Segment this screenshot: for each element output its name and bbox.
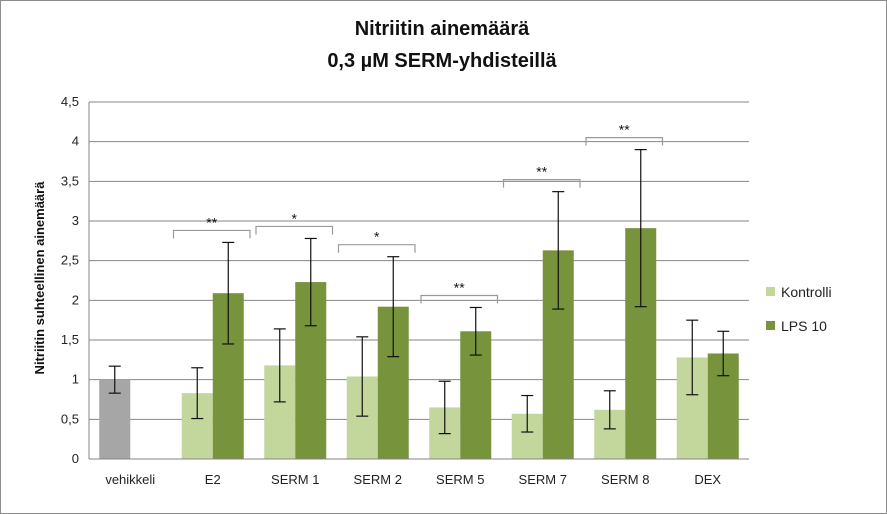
bracket-line-serm-7 xyxy=(502,179,581,188)
significance-brackets: ** ******** xyxy=(172,122,664,304)
error-bar-lps-10-serm-2 xyxy=(387,256,400,358)
x-tick-label-serm-5: SERM 5 xyxy=(436,472,484,487)
error-bar-kontrolli-e2 xyxy=(191,367,204,420)
error-bar-vehikkeli xyxy=(108,365,121,394)
error-bars xyxy=(108,149,730,435)
bracket-line-serm-2 xyxy=(337,244,416,253)
significance-label-serm-1: * xyxy=(292,210,298,226)
axes xyxy=(88,102,749,460)
bracket-line-serm-1 xyxy=(255,225,334,235)
legend-label-lps10: LPS 10 xyxy=(781,318,827,334)
x-tick-label-serm-7: SERM 7 xyxy=(519,472,567,487)
significance-label-serm-2: * xyxy=(374,229,380,245)
error-bar-kontrolli-serm-7 xyxy=(521,394,534,433)
tick-labels: 0 0,5 1 1,5 2 2,5 3 3,5 4 4,5 vehikkeli E2 SERM 1 SER… xyxy=(61,94,722,487)
legend-label-kontrolli: Kontrolli xyxy=(781,284,832,300)
y-tick-label: 3,5 xyxy=(61,173,79,188)
x-tick-label-dex: DEX xyxy=(694,472,721,487)
bars xyxy=(99,228,739,459)
bracket-line-serm-5 xyxy=(420,294,499,304)
legend-swatch-lps10 xyxy=(766,321,775,330)
x-tick-label-serm-2: SERM 2 xyxy=(354,472,402,487)
significance-bracket-serm-5: ** xyxy=(420,279,499,304)
error-bar-lps-10-dex xyxy=(717,330,730,377)
significance-bracket-serm-7: ** xyxy=(502,164,581,188)
error-bar-lps-10-e2 xyxy=(222,241,235,345)
x-tick-label-serm-8: SERM 8 xyxy=(601,472,649,487)
y-tick-label: 4 xyxy=(72,134,79,149)
error-bar-kontrolli-dex xyxy=(686,319,699,396)
error-bar-lps-10-serm-7 xyxy=(552,191,565,310)
significance-bracket-serm-2: * xyxy=(337,229,416,253)
significance-bracket-serm-8: ** xyxy=(585,122,664,146)
chart-subtitle: 0,3 µM SERM-yhdisteillä xyxy=(327,50,557,72)
error-bar-kontrolli-serm-2 xyxy=(356,336,369,417)
y-tick-label: 3 xyxy=(72,213,79,228)
error-bar-lps-10-serm-1 xyxy=(304,237,317,327)
legend: Kontrolli LPS 10 xyxy=(766,284,832,334)
significance-bracket-serm-1: * xyxy=(255,210,334,235)
significance-label-serm-8: ** xyxy=(619,122,630,138)
y-tick-label: 2,5 xyxy=(61,253,79,268)
error-bar-lps-10-serm-5 xyxy=(469,306,482,356)
x-tick-label-vehikkeli: vehikkeli xyxy=(105,472,155,487)
gridlines xyxy=(89,101,749,420)
x-tick-label-e2: E2 xyxy=(205,472,221,487)
y-tick-label: 2 xyxy=(72,292,79,307)
error-bar-lps-10-serm-8 xyxy=(634,149,647,308)
bracket-line-serm-8 xyxy=(585,137,664,146)
y-tick-label: 0 xyxy=(72,451,79,466)
bracket-line-e2 xyxy=(172,229,251,239)
error-bar-kontrolli-serm-5 xyxy=(438,380,451,435)
y-tick-label: 1,5 xyxy=(61,332,79,347)
error-bar-kontrolli-serm-8 xyxy=(603,390,616,430)
error-bar-kontrolli-serm-1 xyxy=(273,328,286,403)
y-tick-label: 1 xyxy=(72,372,79,387)
x-tick-label-serm-1: SERM 1 xyxy=(271,472,319,487)
significance-bracket-e2: ** xyxy=(172,214,251,239)
y-tick-label: 4,5 xyxy=(61,94,79,109)
chart-title: Nitriitin ainemäärä xyxy=(355,18,530,40)
y-axis-title: Nitriitin suhteellinen ainemäärä xyxy=(32,181,47,375)
legend-swatch-kontrolli xyxy=(766,287,775,296)
significance-label-serm-5: ** xyxy=(454,279,465,295)
significance-label-e2: ** xyxy=(206,214,217,230)
y-tick-label: 0,5 xyxy=(61,411,79,426)
significance-label-serm-7: ** xyxy=(536,164,547,180)
